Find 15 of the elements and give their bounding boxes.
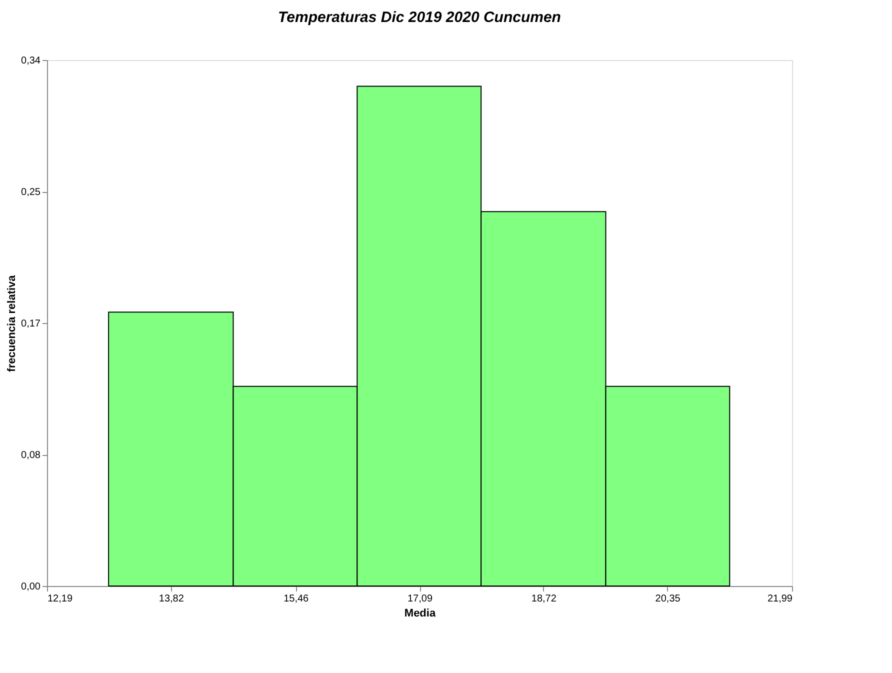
y-tick-label: 0,17 <box>21 318 41 330</box>
x-tick-label: 15,46 <box>284 594 310 604</box>
x-tick-label: 12,19 <box>48 594 73 604</box>
y-tick-label: 0,34 <box>21 56 41 66</box>
x-tick-label: 18,72 <box>531 594 557 604</box>
x-tick-label: 20,35 <box>655 594 681 604</box>
x-tick-label: 21,99 <box>767 594 793 604</box>
chart-title: Temperaturas Dic 2019 2020 Cuncumen <box>278 9 561 26</box>
y-tick-label: 0,08 <box>21 450 41 461</box>
y-tick-label: 0,00 <box>21 582 41 592</box>
y-tick-label: 0,25 <box>21 187 41 198</box>
x-axis-title: Media <box>404 608 436 620</box>
y-axis-title: frecuencia relativa <box>6 274 18 372</box>
x-tick-label: 13,82 <box>158 594 184 604</box>
x-tick-label: 17,09 <box>407 594 433 604</box>
